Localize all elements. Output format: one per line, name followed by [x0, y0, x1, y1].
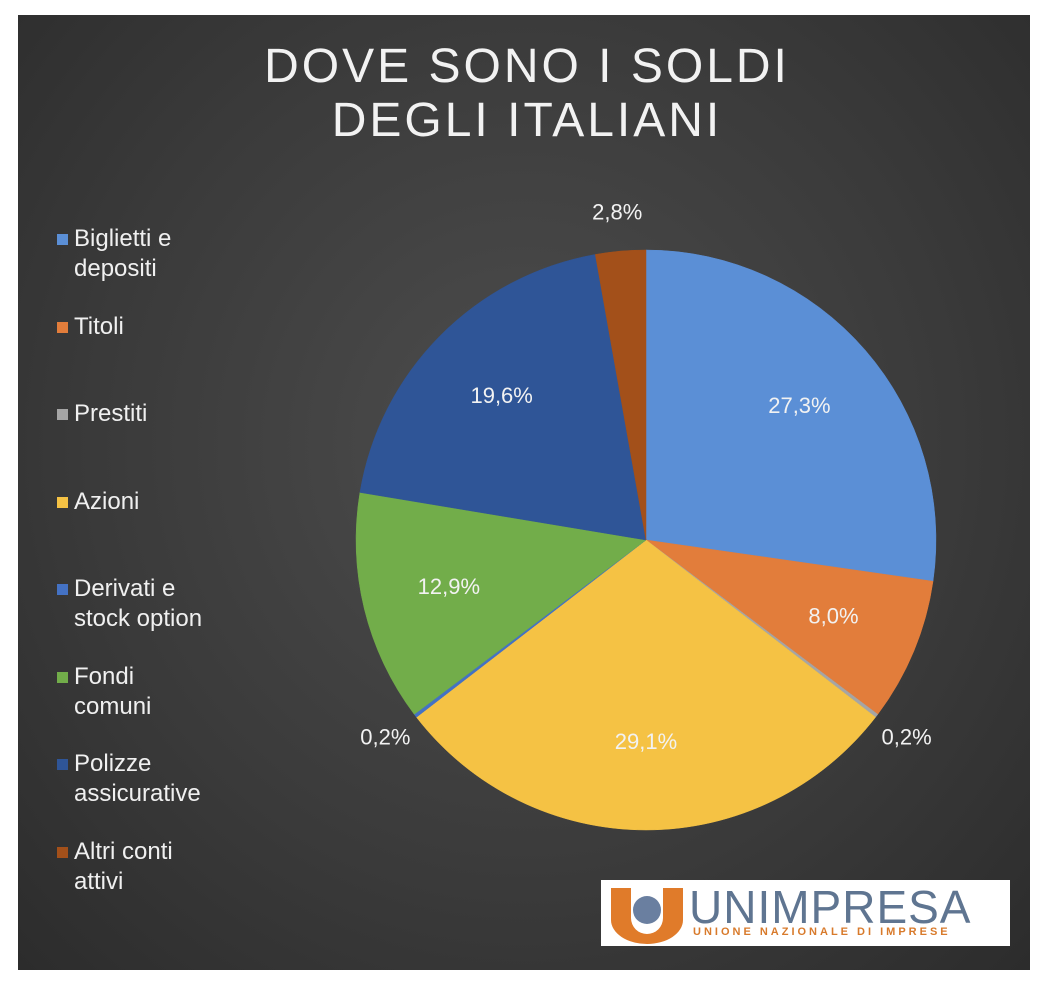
pie-slice — [595, 249, 647, 541]
chart-title: DOVE SONO I SOLDI DEGLI ITALIANI — [264, 40, 790, 147]
legend-item: Derivati e stock option — [57, 574, 207, 634]
legend-label: Altri conti attivi — [74, 837, 173, 895]
pie-slice — [416, 539, 876, 831]
legend-swatch — [57, 671, 68, 683]
data-label: 0,2% — [360, 724, 410, 749]
data-label: 27,3% — [768, 393, 830, 418]
data-label: 12,9% — [418, 574, 480, 599]
legend-item: Polizze assicurative — [57, 749, 207, 809]
legend-swatch — [57, 409, 68, 420]
logo: UNIMPRESA UNIONE NAZIONALE DI IMPRESE — [601, 880, 1010, 946]
legend-swatch — [57, 321, 68, 333]
legend-swatch — [57, 846, 68, 858]
data-label: 29,1% — [615, 729, 677, 754]
data-label: 0,2% — [882, 724, 932, 749]
logo-circle — [633, 896, 661, 924]
data-label: 2,8% — [592, 199, 642, 224]
legend-item: Biglietti e depositi — [57, 224, 207, 284]
legend-label: Prestiti — [74, 400, 148, 427]
legend-item: Prestiti — [57, 399, 207, 429]
logo-shape — [611, 888, 683, 944]
legend-swatch — [57, 759, 68, 770]
logo-icon — [611, 888, 683, 944]
pie-slice — [645, 249, 937, 582]
legend-item: Fondi comuni — [57, 662, 207, 722]
legend-item: Altri conti attivi — [57, 837, 207, 897]
legend-label: Polizze assicurative — [74, 750, 201, 807]
pie-slice — [355, 492, 647, 715]
legend-label: Biglietti e depositi — [74, 225, 172, 282]
legend-swatch — [57, 584, 68, 595]
pie-slice — [359, 254, 647, 541]
legend-swatch — [57, 234, 68, 245]
logo-tagline: UNIONE NAZIONALE DI IMPRESE — [693, 926, 951, 938]
data-label: 19,6% — [470, 383, 532, 408]
legend-swatch — [57, 496, 68, 508]
legend-label: Titoli — [74, 312, 124, 340]
legend-label: Azioni — [74, 487, 140, 515]
legend-label: Fondi comuni — [74, 662, 152, 720]
data-label: 8,0% — [808, 604, 858, 629]
legend-item: Azioni — [57, 487, 207, 517]
legend-item: Titoli — [57, 312, 207, 342]
pie-slice — [645, 539, 934, 715]
logo-name: UNIMPRESA — [689, 881, 972, 933]
legend-label: Derivati e stock option — [74, 575, 203, 632]
